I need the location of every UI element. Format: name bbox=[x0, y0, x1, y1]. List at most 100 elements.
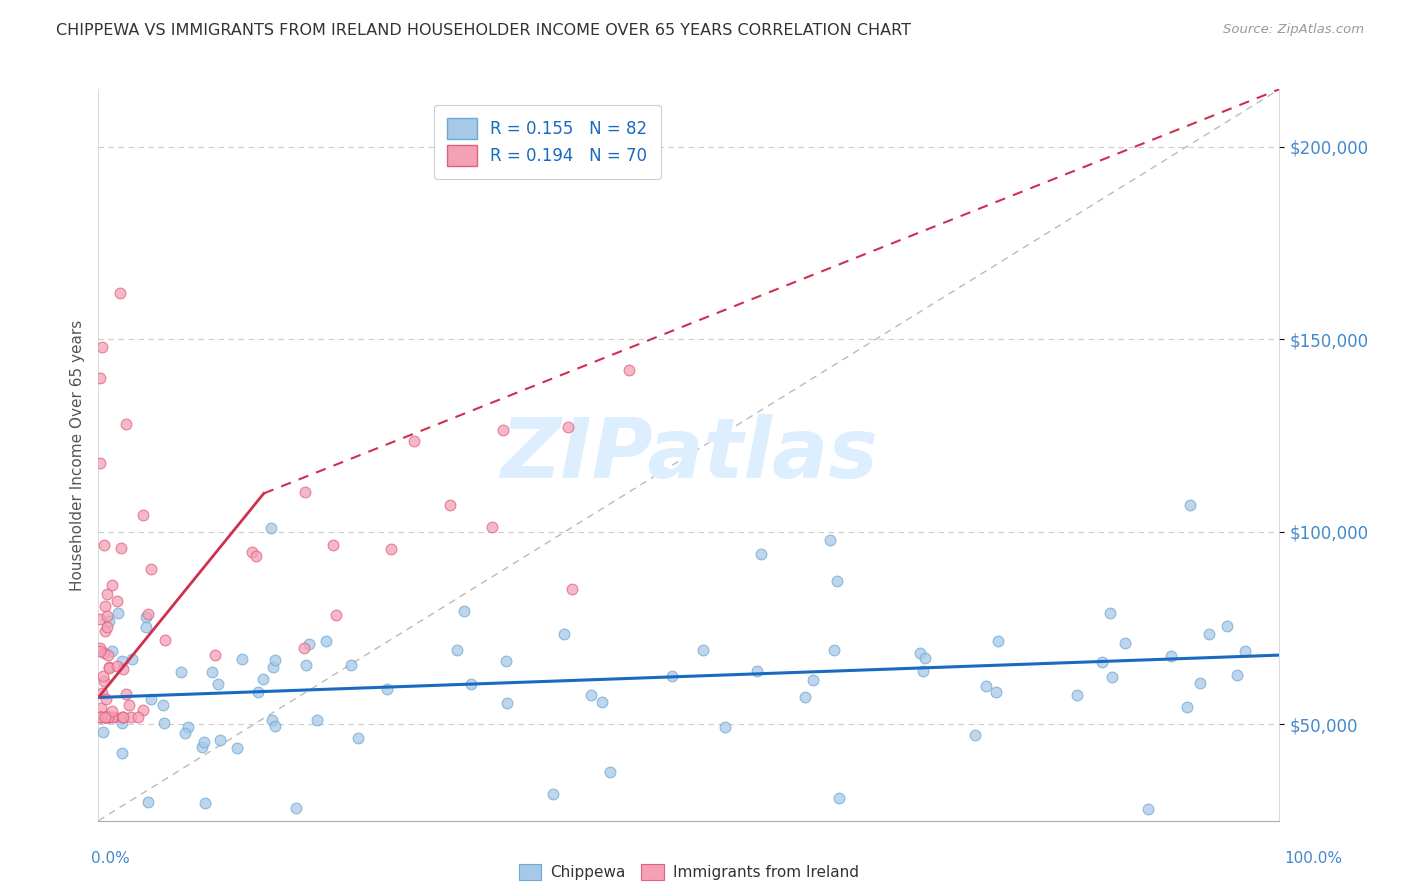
Point bbox=[495, 654, 517, 668]
Point bbox=[94, 624, 117, 639]
Point bbox=[96, 692, 118, 706]
Point bbox=[1101, 670, 1123, 684]
Point bbox=[264, 719, 287, 733]
Point bbox=[307, 713, 329, 727]
Point bbox=[97, 660, 120, 674]
Point bbox=[94, 599, 117, 613]
Point bbox=[294, 658, 316, 673]
Point bbox=[105, 594, 128, 608]
Point bbox=[692, 643, 714, 657]
Point bbox=[136, 607, 159, 621]
Y-axis label: Householder Income Over 65 years: Householder Income Over 65 years bbox=[69, 319, 84, 591]
Point bbox=[793, 690, 815, 704]
Point bbox=[93, 646, 115, 660]
Point bbox=[1114, 636, 1136, 650]
Point bbox=[492, 423, 515, 437]
Point bbox=[97, 648, 120, 662]
Point bbox=[93, 709, 115, 723]
Point bbox=[132, 508, 155, 523]
Point bbox=[190, 739, 212, 754]
Text: 0.0%: 0.0% bbox=[91, 851, 131, 865]
Point bbox=[89, 709, 111, 723]
Point bbox=[97, 614, 120, 628]
Text: ZIPatlas: ZIPatlas bbox=[501, 415, 877, 495]
Point bbox=[90, 685, 112, 699]
Point bbox=[152, 698, 174, 712]
Point bbox=[139, 691, 162, 706]
Point bbox=[1098, 607, 1121, 621]
Point bbox=[91, 669, 114, 683]
Point bbox=[114, 417, 136, 431]
Point bbox=[89, 371, 111, 385]
Point bbox=[247, 684, 270, 698]
Point bbox=[262, 660, 284, 674]
Point bbox=[153, 715, 176, 730]
Point bbox=[1178, 498, 1201, 512]
Point bbox=[170, 665, 193, 680]
Point bbox=[912, 664, 935, 678]
Point bbox=[1091, 655, 1114, 669]
Point bbox=[591, 695, 613, 709]
Point bbox=[93, 725, 115, 739]
Text: 100.0%: 100.0% bbox=[1285, 851, 1343, 865]
Point bbox=[89, 709, 111, 723]
Point bbox=[260, 713, 283, 727]
Point bbox=[541, 787, 564, 801]
Point bbox=[89, 456, 111, 470]
Point bbox=[252, 672, 274, 686]
Point bbox=[115, 687, 138, 701]
Point bbox=[828, 791, 851, 805]
Point bbox=[94, 709, 117, 723]
Point bbox=[200, 665, 222, 679]
Point bbox=[346, 731, 368, 745]
Point bbox=[209, 732, 232, 747]
Point bbox=[112, 709, 135, 723]
Point bbox=[340, 658, 363, 673]
Point bbox=[194, 797, 217, 811]
Point bbox=[97, 709, 120, 723]
Point bbox=[581, 688, 603, 702]
Point bbox=[93, 709, 115, 723]
Point bbox=[173, 726, 195, 740]
Point bbox=[1066, 688, 1088, 702]
Point bbox=[240, 545, 263, 559]
Point bbox=[561, 582, 583, 596]
Point bbox=[139, 562, 162, 576]
Point bbox=[380, 542, 402, 557]
Text: Source: ZipAtlas.com: Source: ZipAtlas.com bbox=[1223, 23, 1364, 37]
Legend: Chippewa, Immigrants from Ireland: Chippewa, Immigrants from Ireland bbox=[512, 858, 866, 886]
Point bbox=[285, 801, 308, 815]
Point bbox=[177, 720, 200, 734]
Point bbox=[90, 340, 112, 354]
Point bbox=[298, 637, 321, 651]
Point bbox=[96, 609, 118, 624]
Point bbox=[96, 586, 118, 600]
Point bbox=[94, 709, 117, 723]
Point bbox=[204, 648, 226, 662]
Point bbox=[136, 795, 159, 809]
Point bbox=[112, 709, 135, 723]
Point bbox=[120, 709, 142, 723]
Point bbox=[97, 709, 120, 723]
Point bbox=[101, 709, 124, 723]
Point bbox=[97, 709, 120, 723]
Point bbox=[987, 633, 1010, 648]
Point bbox=[111, 715, 134, 730]
Point bbox=[404, 434, 426, 449]
Point bbox=[127, 709, 149, 723]
Point bbox=[107, 606, 129, 620]
Point bbox=[553, 626, 575, 640]
Point bbox=[225, 741, 247, 756]
Point bbox=[89, 640, 111, 655]
Point bbox=[89, 644, 111, 658]
Point bbox=[292, 640, 315, 655]
Point bbox=[90, 701, 112, 715]
Point bbox=[263, 653, 285, 667]
Point bbox=[93, 538, 115, 552]
Point bbox=[98, 709, 121, 723]
Point bbox=[110, 541, 132, 555]
Point bbox=[100, 644, 122, 658]
Point bbox=[1234, 644, 1257, 658]
Point bbox=[1136, 802, 1159, 816]
Point bbox=[231, 652, 253, 666]
